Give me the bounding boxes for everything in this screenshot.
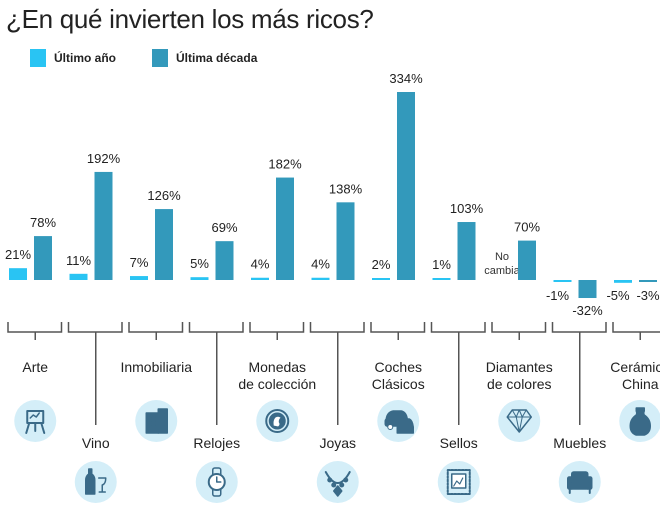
category-label: Inmobiliaria — [120, 359, 192, 375]
data-label-last-year: 11% — [66, 253, 91, 268]
classic-car-icon — [377, 400, 420, 442]
category-bracket — [128, 322, 184, 333]
category-group: 4% 182% Monedas de colección — [238, 157, 316, 442]
bar-last-decade — [94, 171, 113, 280]
category-label: CerámicaChina — [610, 359, 660, 392]
category-label: Diamantes de colores — [486, 359, 553, 392]
data-label-last-year: No cambia — [484, 251, 520, 277]
data-label-last-year: -1% — [546, 288, 570, 303]
data-label-last-decade: -3% — [636, 288, 660, 303]
category-label: Muebles — [553, 435, 606, 451]
data-label-last-year: 21% — [5, 247, 31, 262]
bar-last-year — [190, 277, 209, 280]
data-label-last-year: 7% — [130, 255, 149, 270]
bar-last-year — [9, 268, 27, 280]
category-group: 7% 126% Inmobiliaria — [120, 188, 192, 442]
category-bracket — [188, 322, 244, 333]
category-bracket — [612, 322, 660, 333]
bar-last-year — [311, 277, 330, 280]
category-label: Vino — [82, 435, 110, 451]
category-group: 11% 192% Vino — [66, 151, 123, 503]
category-bracket — [430, 322, 486, 333]
bar-last-decade — [215, 241, 234, 280]
category-group: 1% 103% Sellos — [430, 201, 486, 503]
stamp-icon — [437, 461, 480, 503]
bar-last-year — [69, 273, 88, 280]
armchair-icon — [558, 461, 601, 503]
category-bracket — [551, 322, 607, 333]
data-label-last-year: 4% — [251, 257, 270, 272]
bar-last-decade — [397, 92, 415, 280]
category-group: -5% -3% CerámicaChina — [606, 280, 660, 442]
bar-last-year — [432, 278, 451, 280]
diamond-icon — [498, 400, 541, 442]
legend-swatch-last-decade — [152, 49, 168, 67]
data-label-last-year: 4% — [311, 257, 330, 272]
data-label-last-decade: 182% — [268, 157, 302, 172]
category-bracket — [491, 322, 547, 333]
data-label-last-year: 1% — [432, 257, 451, 272]
legend-label-last-year: Último año — [54, 51, 116, 65]
legend-label-last-decade: Última década — [176, 51, 258, 65]
data-label-last-decade: 78% — [30, 215, 56, 230]
data-label-last-decade: 69% — [211, 220, 237, 235]
category-bracket — [7, 322, 63, 333]
category-group: 5% 69% Relojes — [188, 220, 244, 503]
bar-last-decade — [518, 240, 536, 280]
category-group: 4% 138% Joyas — [309, 181, 365, 503]
vase-icon — [619, 400, 660, 442]
bar-last-year — [372, 278, 390, 280]
category-group: No cambia 70% Diamantes de colores — [484, 220, 553, 442]
category-bracket — [67, 322, 123, 333]
bar-last-decade — [639, 280, 657, 282]
category-label: Sellos — [440, 435, 478, 451]
legend-item-last-decade: Última década — [152, 46, 257, 70]
watch-icon — [195, 461, 238, 503]
necklace-icon — [316, 461, 359, 503]
bar-last-decade — [155, 209, 173, 280]
category-label: Arte — [22, 359, 48, 375]
bar-last-decade — [578, 280, 597, 299]
category-bracket — [249, 322, 305, 333]
category-label: Relojes — [193, 435, 240, 451]
data-label-last-decade: 126% — [147, 188, 181, 203]
data-label-last-decade: 103% — [450, 201, 484, 216]
legend-item-last-year: Último año — [30, 46, 116, 70]
data-label-last-decade: 70% — [514, 220, 540, 235]
data-label-last-decade: 138% — [329, 181, 363, 196]
legend-swatch-last-year — [30, 49, 46, 67]
category-bracket — [309, 322, 365, 333]
category-label: Coches Clásicos — [372, 359, 425, 392]
wine-bottle-icon — [74, 461, 117, 503]
easel-icon — [14, 400, 57, 442]
bar-last-decade — [336, 202, 355, 280]
bar-last-decade — [34, 236, 52, 280]
category-group: 2% 334% Coches Clásicos — [370, 71, 426, 442]
chart-title: ¿En qué invierten los más ricos? — [6, 4, 374, 34]
data-label-last-year: -5% — [606, 288, 630, 303]
building-icon — [135, 400, 178, 442]
category-group: -1%-32% Muebles — [546, 280, 607, 503]
category-label: Monedas de colección — [238, 359, 316, 392]
category-label: Joyas — [319, 435, 356, 451]
bar-last-decade — [457, 222, 476, 280]
category-bracket — [370, 322, 426, 333]
data-label-last-decade: 334% — [389, 71, 423, 86]
bar-last-year — [553, 280, 572, 282]
data-label-last-year: 5% — [190, 256, 209, 271]
bar-last-year — [130, 276, 148, 280]
bar-last-decade — [276, 177, 294, 280]
coin-icon — [256, 400, 299, 442]
category-group: 21% 78% Arte — [5, 215, 63, 442]
data-label-last-decade: -32% — [572, 303, 603, 318]
data-label-last-year: 2% — [372, 257, 391, 272]
bar-last-year — [251, 277, 269, 280]
data-label-last-decade: 192% — [87, 151, 121, 166]
bar-last-year — [614, 280, 632, 283]
